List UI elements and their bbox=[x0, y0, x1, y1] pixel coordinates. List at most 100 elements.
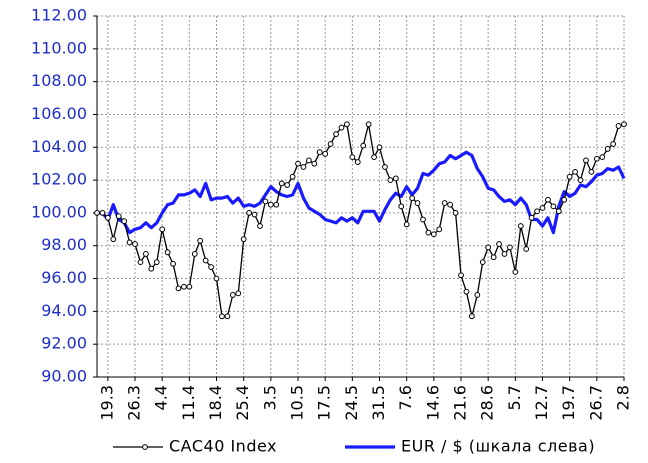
series-marker bbox=[496, 241, 502, 247]
series-marker bbox=[441, 200, 448, 206]
series-marker bbox=[344, 121, 350, 128]
series-marker bbox=[289, 173, 296, 180]
x-tick-label: 21.6 bbox=[451, 385, 470, 421]
series-marker bbox=[181, 283, 187, 290]
series-marker bbox=[115, 213, 122, 220]
series-marker bbox=[273, 201, 280, 208]
series-marker bbox=[191, 251, 198, 257]
series-marker bbox=[278, 180, 285, 187]
series-marker bbox=[599, 154, 606, 161]
series-marker bbox=[550, 203, 557, 210]
series-marker bbox=[246, 210, 253, 216]
x-tick-label: 4.4 bbox=[152, 385, 171, 410]
series-marker bbox=[507, 244, 513, 251]
series-marker bbox=[403, 221, 410, 228]
series-marker bbox=[512, 269, 519, 275]
series-marker bbox=[262, 198, 269, 205]
series-marker bbox=[490, 254, 497, 261]
x-tick-label: 25.4 bbox=[233, 385, 252, 421]
series-marker bbox=[387, 177, 394, 183]
series-marker bbox=[322, 150, 329, 157]
x-tick-label: 7.6 bbox=[396, 385, 415, 410]
series-marker bbox=[213, 275, 220, 282]
y-tick-label: 98.00 bbox=[41, 235, 87, 254]
series-marker bbox=[327, 141, 334, 147]
x-tick-label: 24.5 bbox=[342, 385, 361, 421]
series-marker bbox=[240, 236, 247, 243]
series-marker bbox=[430, 231, 437, 238]
series-line bbox=[97, 150, 626, 235]
series-marker bbox=[267, 201, 274, 208]
legend-label: CAC40 Index bbox=[169, 437, 277, 456]
series-marker bbox=[523, 246, 530, 252]
series-marker bbox=[371, 154, 377, 161]
series-marker bbox=[284, 182, 291, 188]
y-tick-label: 108.00 bbox=[31, 71, 87, 90]
series-marker bbox=[593, 155, 600, 162]
series-marker bbox=[376, 144, 383, 151]
series-marker bbox=[202, 257, 209, 264]
series-marker bbox=[164, 249, 171, 256]
series-marker bbox=[338, 124, 345, 131]
series-marker bbox=[545, 196, 551, 203]
y-tick-label: 90.00 bbox=[41, 367, 87, 386]
series-marker bbox=[104, 214, 111, 221]
series-marker bbox=[365, 121, 372, 128]
series-marker bbox=[257, 223, 263, 229]
x-tick-label: 2.8 bbox=[614, 385, 633, 410]
x-tick-label: 10.5 bbox=[288, 385, 307, 421]
y-tick-label: 100.00 bbox=[31, 202, 87, 221]
series-marker bbox=[517, 223, 524, 229]
series-marker bbox=[409, 195, 416, 202]
series-marker bbox=[235, 290, 242, 297]
series-marker bbox=[333, 131, 339, 138]
series-marker bbox=[142, 251, 149, 257]
x-tick-label: 14.6 bbox=[423, 385, 442, 421]
x-tick-label: 19.3 bbox=[97, 385, 116, 421]
x-tick-label: 11.4 bbox=[179, 385, 198, 421]
series-marker bbox=[137, 259, 144, 266]
series-marker bbox=[251, 211, 258, 218]
series-marker bbox=[316, 149, 323, 156]
series-marker bbox=[501, 251, 508, 257]
series-marker bbox=[583, 157, 589, 164]
series-marker bbox=[219, 313, 225, 320]
series-marker bbox=[175, 285, 182, 292]
y-tick-label: 106.00 bbox=[31, 104, 87, 123]
series-marker bbox=[577, 177, 584, 183]
x-tick-label: 5.7 bbox=[505, 385, 524, 410]
series-marker bbox=[300, 164, 307, 170]
legend-marker bbox=[142, 444, 148, 450]
series-marker bbox=[305, 157, 312, 164]
x-tick-label: 3.5 bbox=[260, 385, 279, 410]
series-marker bbox=[539, 205, 546, 211]
series-marker bbox=[229, 292, 236, 298]
series-marker bbox=[610, 141, 617, 147]
x-tick-label: 19.7 bbox=[559, 385, 578, 421]
y-tick-label: 94.00 bbox=[41, 301, 87, 320]
series-marker bbox=[485, 244, 492, 251]
series-marker bbox=[398, 203, 405, 210]
y-tick-label: 96.00 bbox=[41, 268, 87, 287]
x-tick-label: 28.6 bbox=[478, 385, 497, 421]
series-marker bbox=[186, 283, 193, 290]
series-marker bbox=[392, 175, 399, 182]
series-marker bbox=[447, 201, 454, 208]
series-marker bbox=[420, 216, 426, 223]
series-marker bbox=[463, 288, 470, 295]
series-marker bbox=[452, 210, 459, 216]
legend-label: EUR / $ (шкала слева) bbox=[401, 437, 595, 456]
series-marker bbox=[566, 173, 573, 180]
series-marker bbox=[148, 265, 155, 272]
y-tick-label: 92.00 bbox=[41, 334, 87, 353]
series-marker bbox=[414, 200, 421, 206]
x-tick-label: 17.5 bbox=[315, 385, 334, 421]
series-marker bbox=[555, 208, 562, 215]
series-marker bbox=[425, 229, 432, 236]
series-marker bbox=[208, 264, 214, 270]
x-tick-label: 18.4 bbox=[206, 385, 225, 421]
series-marker bbox=[354, 159, 361, 165]
y-tick-label: 104.00 bbox=[31, 137, 87, 156]
series-marker bbox=[295, 160, 301, 167]
